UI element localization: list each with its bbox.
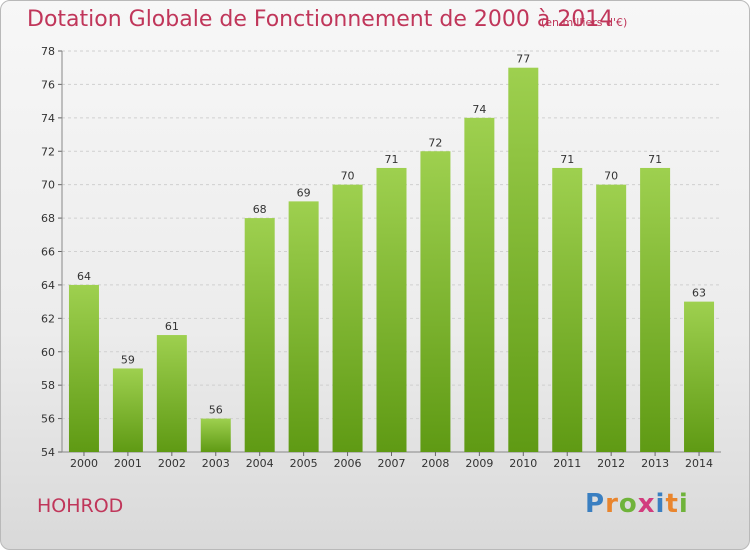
- bar: [68, 284, 99, 452]
- data-label: 72: [428, 136, 442, 149]
- bars: [68, 67, 715, 453]
- labels: 64 59 61 56 68 69 70 71 72 74 77 71 70 71 63: [77, 53, 706, 417]
- proxiti-logo[interactable]: Proxiti: [585, 489, 689, 519]
- data-label: 69: [297, 186, 311, 199]
- data-label: 74: [472, 103, 486, 116]
- logo-letter: t: [665, 489, 679, 519]
- bar: [112, 368, 143, 452]
- x-tick-label: 2010: [509, 457, 537, 470]
- data-label: 71: [560, 153, 574, 166]
- data-label: 59: [121, 353, 135, 366]
- bar: [332, 184, 363, 452]
- bar: [464, 117, 495, 452]
- y-tick-label: 54: [41, 446, 55, 459]
- data-label: 77: [516, 53, 530, 66]
- x-tick-label: 2009: [465, 457, 493, 470]
- data-label: 71: [648, 153, 662, 166]
- y-tick-label: 72: [41, 145, 55, 158]
- data-label: 61: [165, 320, 179, 333]
- logo-letter: x: [637, 489, 656, 519]
- logo-letter: i: [678, 489, 689, 519]
- y-tick-label: 64: [41, 279, 55, 292]
- x-tick-label: 2013: [641, 457, 669, 470]
- y-tick-label: 58: [41, 379, 55, 392]
- x-tick-label: 2001: [114, 457, 142, 470]
- data-label: 68: [253, 203, 267, 216]
- logo-letter: P: [585, 489, 606, 519]
- data-label: 71: [385, 153, 399, 166]
- x-tick-label: 2014: [685, 457, 713, 470]
- bar: [244, 218, 275, 452]
- bar: [684, 301, 715, 452]
- bar: [640, 167, 671, 453]
- chart-subtitle: (en milliers d'€): [541, 16, 628, 29]
- x-tick-label: 2005: [290, 457, 318, 470]
- y-tick-label: 68: [41, 212, 55, 225]
- bar: [420, 151, 451, 452]
- x-tick-label: 2008: [421, 457, 449, 470]
- x-tick-label: 2004: [246, 457, 274, 470]
- bar: [508, 67, 539, 452]
- bar: [156, 335, 187, 452]
- bar: [596, 184, 627, 452]
- logo-letter: i: [655, 489, 666, 519]
- y-tick-label: 60: [41, 346, 55, 359]
- y-tick-label: 78: [41, 45, 55, 58]
- data-label: 70: [604, 170, 618, 183]
- y-tick-label: 76: [41, 78, 55, 91]
- y-tick-label: 70: [41, 179, 55, 192]
- x-tick-label: 2012: [597, 457, 625, 470]
- x-tick-label: 2011: [553, 457, 581, 470]
- data-label: 56: [209, 404, 223, 417]
- y-tick-label: 62: [41, 312, 55, 325]
- y-tick-label: 66: [41, 246, 55, 259]
- y-tick-label: 74: [41, 112, 55, 125]
- logo-letter: r: [605, 489, 619, 519]
- x-tick-label: 2000: [70, 457, 98, 470]
- data-label: 64: [77, 270, 91, 283]
- x-tick-label: 2007: [378, 457, 406, 470]
- data-label: 63: [692, 287, 706, 300]
- y-tick-label: 56: [41, 413, 55, 426]
- data-label: 70: [341, 170, 355, 183]
- logo-letter: o: [618, 489, 638, 519]
- commune-name: HOHROD: [37, 495, 124, 517]
- x-tick-label: 2002: [158, 457, 186, 470]
- x-tick-label: 2003: [202, 457, 230, 470]
- bar: [200, 418, 231, 452]
- chart-title: Dotation Globale de Fonctionnement de 20…: [27, 7, 614, 32]
- x-tick-label: 2006: [334, 457, 362, 470]
- bar: [552, 167, 583, 453]
- bar: [376, 167, 407, 453]
- bar: [288, 201, 319, 452]
